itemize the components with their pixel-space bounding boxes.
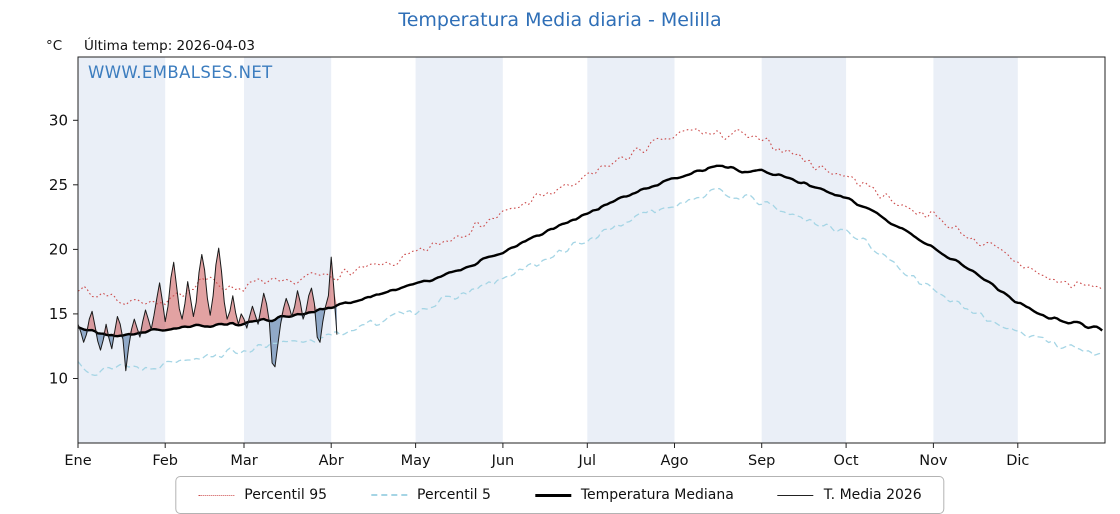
y-tick-label: 25 xyxy=(49,176,68,194)
y-tick-label: 30 xyxy=(49,111,68,129)
plot-area: Ene Feb Mar Abr May Jun Jul Ago Sep Oct Nov Dic 10 15… xyxy=(49,56,1106,469)
y-tick-label: 15 xyxy=(49,305,68,323)
legend: Percentil 95 Percentil 5 Temperatura Media… xyxy=(175,476,945,514)
y-tick-label: 10 xyxy=(49,370,68,388)
legend-label: Percentil 95 xyxy=(244,487,328,503)
legend-item-t-media-2026: T. Media 2026 xyxy=(777,487,922,503)
legend-label: Temperatura Mediana xyxy=(580,487,734,503)
legend-line-sample xyxy=(371,494,408,496)
x-tick-label: Abr xyxy=(319,453,344,469)
x-tick-label: Jun xyxy=(491,453,515,469)
x-tick-label: Sep xyxy=(748,453,775,469)
chart-title: Temperatura Media diaria - Melilla xyxy=(398,9,722,31)
series-percentil-5 xyxy=(77,187,1103,377)
x-tick-label: Nov xyxy=(919,453,948,469)
legend-line-sample xyxy=(777,494,814,496)
month-band xyxy=(244,57,332,443)
month-band xyxy=(78,57,166,443)
x-tick-label: May xyxy=(401,453,431,469)
x-tick-label: Ago xyxy=(661,453,689,469)
fill-above-median xyxy=(78,248,337,337)
y-axis-unit: °C xyxy=(46,38,63,54)
month-band xyxy=(933,57,1018,443)
legend-line-sample xyxy=(534,493,571,497)
legend-item-temperatura-mediana: Temperatura Mediana xyxy=(534,487,734,503)
x-tick-label: Mar xyxy=(230,453,257,469)
x-tick-label: Dic xyxy=(1006,453,1029,469)
x-tick-label: Feb xyxy=(152,453,178,469)
legend-label: Percentil 5 xyxy=(417,487,491,503)
x-tick-label: Jul xyxy=(578,453,597,469)
last-temp-label: Última temp: 2026-04-03 xyxy=(84,38,256,54)
legend-item-percentil-95: Percentil 95 xyxy=(198,487,327,503)
legend-label: T. Media 2026 xyxy=(823,487,922,503)
series-t-media-2026 xyxy=(77,247,338,372)
legend-item-percentil-5: Percentil 5 xyxy=(371,487,491,503)
month-band xyxy=(761,57,847,443)
watermark: WWW.EMBALSES.NET xyxy=(88,63,273,82)
legend-line-sample xyxy=(198,494,235,496)
x-tick-label: Oct xyxy=(834,453,859,469)
x-tick-label: Ene xyxy=(64,453,91,469)
figure: Temperatura Media diaria - Melilla °C Úl… xyxy=(46,9,1106,514)
plot-border xyxy=(77,56,1106,444)
month-band xyxy=(415,57,503,443)
month-band xyxy=(587,57,675,443)
y-tick-label: 20 xyxy=(49,240,68,258)
